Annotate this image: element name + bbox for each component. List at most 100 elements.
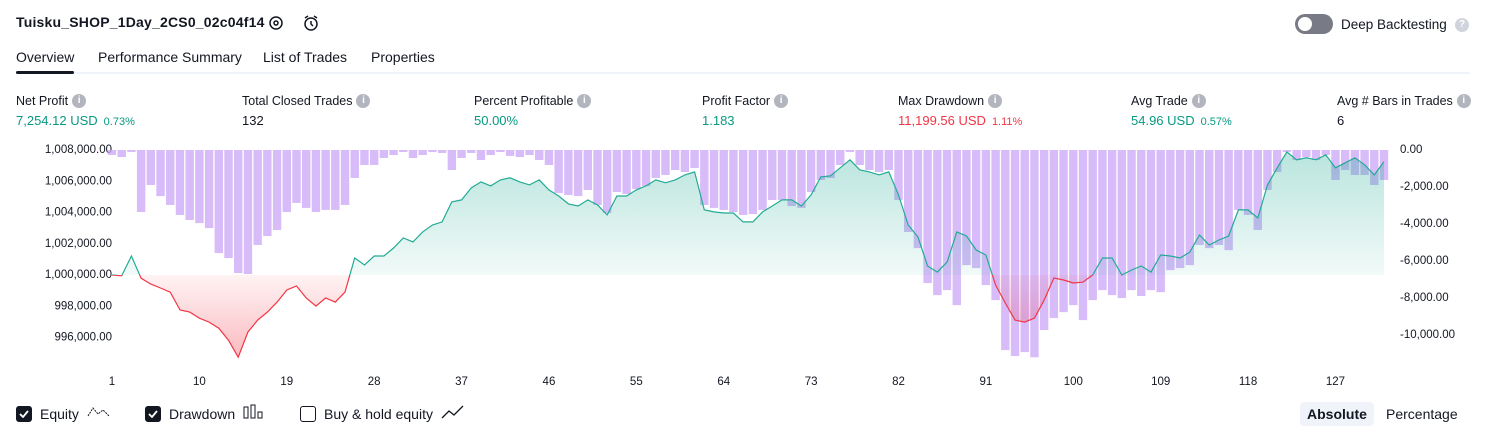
equity-chart: 1,008,000.00 1,006,000.00 1,004,000.00 1,00… <box>45 144 1455 388</box>
tab-divider <box>16 72 1470 74</box>
drawdown-bar <box>1020 150 1029 353</box>
info-icon[interactable]: i <box>72 94 87 108</box>
legend-toggle[interactable]: Drawdown <box>145 404 265 423</box>
y-tick-label: 998,000.00 <box>54 300 112 312</box>
x-tick-label: 19 <box>280 376 293 388</box>
drawdown-bar <box>865 150 874 170</box>
drawdown-bar <box>952 150 961 306</box>
drawdown-bar <box>845 150 855 153</box>
header-icons[interactable] <box>266 13 326 33</box>
drawdown-bar <box>894 150 903 200</box>
drawdown-bar <box>670 150 680 170</box>
drawdown-bar <box>1282 150 1292 153</box>
drawdown-bar <box>1205 150 1214 249</box>
check-mark <box>19 409 29 418</box>
mode-button[interactable]: Absolute <box>1300 402 1374 426</box>
x-tick-label: 73 <box>805 376 818 388</box>
drawdown-bar <box>1137 150 1146 297</box>
tab[interactable]: Performance Summary <box>98 49 242 65</box>
tab[interactable]: List of Trades <box>263 49 348 65</box>
drawdown-bar <box>214 150 224 254</box>
drawdown-bar <box>593 150 602 205</box>
drawdown-bar <box>787 150 796 207</box>
y-tick-label: 1,002,000.00 <box>45 238 112 250</box>
drawdown-bar <box>923 150 932 284</box>
drawdown-bar <box>107 150 117 155</box>
checkbox[interactable] <box>16 405 32 422</box>
info-icon[interactable]: i <box>577 94 592 108</box>
drawdown-bar <box>632 150 641 190</box>
drawdown-bar <box>253 150 262 245</box>
tab[interactable]: Overview <box>16 49 75 65</box>
deep-backtesting-label: Deep Backtesting <box>1341 17 1447 32</box>
drawdown-bar <box>913 150 923 249</box>
info-icon[interactable]: i <box>1456 94 1471 108</box>
y2-tick-label: -8,000.00 <box>1400 292 1449 304</box>
drawdown-bar <box>195 150 204 224</box>
checkbox[interactable] <box>145 405 161 422</box>
drawdown-bar <box>826 150 835 178</box>
drawdown-bar <box>904 150 913 232</box>
y-tick-label: 1,000,000.00 <box>45 269 112 281</box>
drawdown-bar <box>564 150 573 195</box>
drawdown-bar <box>1224 150 1233 251</box>
drawdown-bar <box>515 150 525 158</box>
metric-value-text: 11,199.56 USD <box>898 113 986 128</box>
mode-button[interactable]: Percentage <box>1386 406 1458 422</box>
drawdown-bar <box>136 150 146 213</box>
x-tick-label: 82 <box>892 376 905 388</box>
x-tick-label: 109 <box>1151 376 1170 388</box>
metric-label-text: Profit Factor <box>702 94 771 108</box>
drawdown-bar <box>331 150 340 210</box>
drawdown-bar <box>292 150 301 203</box>
y-tick-label: 1,008,000.00 <box>45 144 112 156</box>
drawdown-bar <box>1059 150 1068 313</box>
drawdown-bar <box>1117 150 1127 299</box>
buy-hold-icon <box>441 405 464 419</box>
x-tick-label: 46 <box>543 376 556 388</box>
info-icon[interactable]: i <box>1191 94 1206 108</box>
drawdown-bar <box>467 150 476 153</box>
legend-toggle[interactable]: Buy & hold equity <box>300 404 465 423</box>
metric-label-text: Avg # Bars in Trades <box>1337 94 1453 108</box>
drawdown-bar <box>369 150 379 165</box>
drawdown-bar <box>1001 150 1010 351</box>
drawdown-bar <box>1272 150 1282 173</box>
tab[interactable]: Properties <box>371 49 435 65</box>
metric-label-text: Percent Profitable <box>474 94 574 108</box>
drawdown-bar <box>1166 150 1175 271</box>
drawdown-bar <box>408 150 418 158</box>
help-icon[interactable]: ? <box>1455 18 1469 32</box>
deep-backtesting-switch[interactable] <box>1295 14 1333 34</box>
info-icon[interactable]: i <box>774 94 789 108</box>
drawdown-bar <box>1214 150 1224 245</box>
drawdown-bar <box>738 150 748 215</box>
info-icon[interactable]: i <box>988 94 1003 108</box>
drawdown-bar <box>690 150 699 168</box>
legend-toggle[interactable]: Equity <box>16 404 111 423</box>
metric-value: 7,254.12 USD 0.73% <box>16 113 135 128</box>
drawdown-bar <box>486 150 495 155</box>
drawdown-bar <box>806 150 816 193</box>
y2-tick-label: -6,000.00 <box>1400 255 1449 267</box>
x-tick-label: 127 <box>1326 376 1345 388</box>
drawdown-bar <box>185 150 194 220</box>
drawdown-bar <box>379 150 389 158</box>
checkbox[interactable] <box>300 405 316 422</box>
metric-label: Profit Factor i <box>702 94 789 108</box>
drawdown-bar <box>603 150 612 213</box>
drawdown-bar <box>554 150 563 193</box>
drawdown-bar <box>855 150 864 165</box>
drawdown-bar <box>535 150 544 160</box>
drawdown-bar <box>573 150 583 197</box>
drawdown-bar <box>942 150 952 291</box>
legend-label: Equity <box>40 405 79 422</box>
x-tick-label: 10 <box>193 376 206 388</box>
info-icon[interactable]: i <box>356 94 371 108</box>
drawdown-bar <box>156 150 165 197</box>
metric-label: Net Profit i <box>16 94 87 108</box>
equity-line <box>111 151 1385 359</box>
metric-label: Avg # Bars in Trades i <box>1337 94 1471 108</box>
drawdown-bar <box>612 150 622 193</box>
